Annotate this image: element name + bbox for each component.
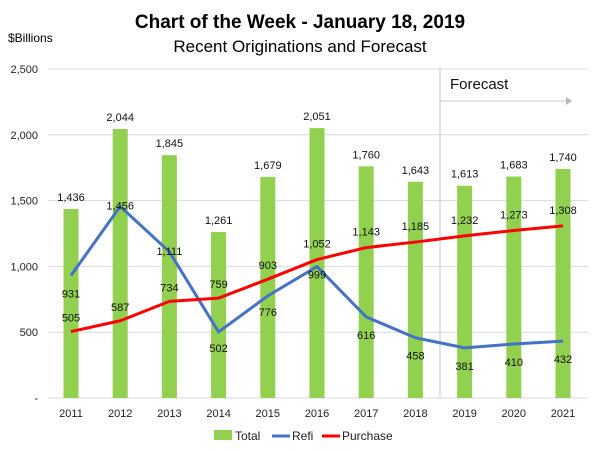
- data-label-total: 1,643: [402, 165, 430, 177]
- data-labels: 1,436 2,044 1,845 1,261 1,679 2,051 1,760 1,643…: [57, 111, 577, 373]
- y-tick-label: 1,500: [10, 196, 38, 208]
- legend-label-refi: Refi: [292, 429, 313, 443]
- forecast-arrow-head: [566, 97, 572, 105]
- data-label-purchase: 1,232: [451, 215, 479, 227]
- bar-total-2018: [407, 181, 423, 398]
- line-purchase: [70, 224, 564, 334]
- x-tick-label: 2014: [206, 408, 230, 420]
- y-axis-unit-label: $Billions: [8, 31, 53, 45]
- bar-total-2014: [211, 232, 227, 398]
- data-label-refi: 931: [62, 288, 80, 300]
- bar-total-2015: [260, 177, 276, 398]
- y-tick-label: 500: [20, 327, 38, 339]
- legend-label-total: Total: [235, 429, 260, 443]
- data-label-purchase: 1,273: [500, 209, 528, 221]
- data-label-total: 1,683: [500, 160, 528, 172]
- chart-title: Chart of the Week - January 18, 2019: [135, 12, 465, 33]
- x-axis-ticks: 2011 2012 2013 2014 2015 2016 2017 2018 2019 2020…: [59, 408, 575, 420]
- legend-swatch-total: [214, 430, 232, 440]
- x-tick-label: 2017: [354, 408, 378, 420]
- data-label-refi: 776: [259, 307, 277, 319]
- bar-total-2016: [309, 128, 325, 399]
- data-label-total: 1,613: [451, 169, 479, 181]
- data-label-purchase: 759: [209, 279, 227, 291]
- data-label-refi: 616: [357, 330, 375, 342]
- bar-total-2019: [457, 185, 473, 398]
- data-label-refi: 381: [455, 361, 473, 373]
- x-tick-label: 2011: [59, 408, 83, 420]
- data-label-total: 1,740: [549, 152, 577, 164]
- data-label-refi: 458: [406, 351, 424, 363]
- x-tick-label: 2016: [305, 408, 329, 420]
- data-label-purchase: 1,308: [549, 205, 577, 217]
- y-tick-label: -: [34, 393, 38, 405]
- data-label-refi: 410: [505, 357, 523, 369]
- data-label-purchase: 587: [111, 302, 129, 314]
- data-label-purchase: 903: [259, 260, 277, 272]
- y-tick-label: 2,000: [10, 130, 38, 142]
- legend: Total Refi Purchase: [214, 429, 393, 443]
- bar-total-2017: [358, 166, 374, 398]
- data-label-refi: 1,456: [106, 200, 134, 212]
- data-label-refi: 502: [209, 343, 227, 355]
- bar-total-2012: [112, 129, 128, 399]
- data-label-total: 1,760: [352, 149, 380, 161]
- data-label-total: 1,261: [205, 215, 233, 227]
- x-tick-label: 2020: [502, 408, 526, 420]
- legend-label-purchase: Purchase: [342, 429, 393, 443]
- x-tick-label: 2015: [256, 408, 280, 420]
- data-label-purchase: 734: [160, 282, 178, 294]
- bar-total-2011: [63, 209, 79, 398]
- data-label-total: 1,679: [254, 160, 282, 172]
- y-tick-label: 2,500: [10, 64, 38, 76]
- total-bars: [63, 128, 571, 399]
- y-tick-label: 1,000: [10, 261, 38, 273]
- data-label-total: 1,436: [57, 192, 85, 204]
- series-lines: [69, 204, 564, 350]
- forecast-label: Forecast: [450, 76, 509, 93]
- x-tick-label: 2013: [157, 408, 181, 420]
- data-label-refi: 999: [308, 270, 326, 282]
- x-tick-label: 2018: [403, 408, 427, 420]
- data-label-refi: 1,111: [156, 246, 182, 258]
- data-label-total: 2,051: [303, 111, 331, 123]
- chart-subtitle: Recent Originations and Forecast: [173, 37, 427, 56]
- data-label-refi: 432: [554, 354, 572, 366]
- x-tick-label: 2019: [452, 408, 476, 420]
- data-label-purchase: 1,143: [352, 227, 380, 239]
- bar-total-2013: [161, 155, 177, 398]
- x-tick-label: 2012: [108, 408, 132, 420]
- x-tick-label: 2021: [551, 408, 575, 420]
- data-label-purchase: 1,052: [303, 239, 331, 251]
- data-label-total: 1,845: [156, 138, 184, 150]
- data-label-purchase: 1,185: [402, 221, 430, 233]
- y-axis-ticks: - 500 1,000 1,500 2,000 2,500: [10, 64, 38, 405]
- line-refi: [69, 204, 564, 350]
- data-label-total: 2,044: [106, 112, 134, 124]
- data-label-purchase: 505: [62, 313, 80, 325]
